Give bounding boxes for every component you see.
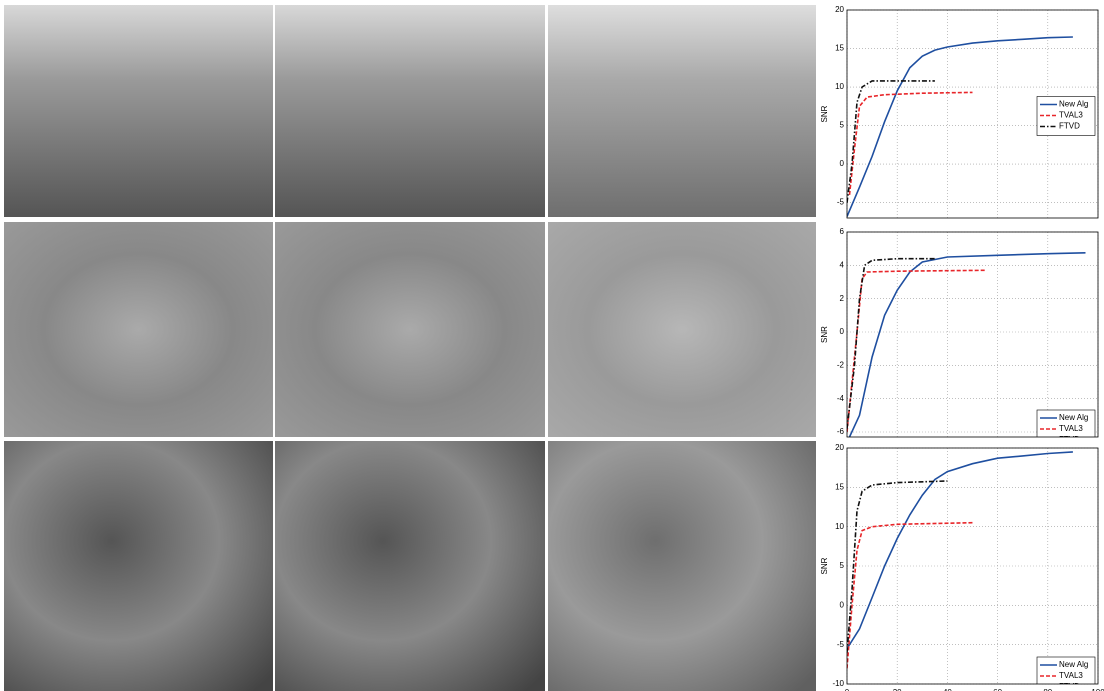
y-tick-label: 10: [835, 82, 844, 91]
series-line: [847, 481, 947, 653]
image: [4, 222, 273, 437]
plot-area: New Alg TVAL3 FTVD: [847, 37, 1095, 217]
image-grid: [4, 5, 816, 691]
y-tick-label: -2: [837, 360, 845, 369]
legend-label: New Alg: [1059, 100, 1088, 109]
legend-label: FTVD: [1059, 682, 1080, 691]
y-tick-label: -4: [837, 394, 845, 403]
figure: -5 0 5 10 15 20 SNR New Alg TVAL3 FTVD -6 -4 -2 0 2 4 6 S…: [0, 0, 1104, 691]
image: [275, 441, 545, 691]
series-line: [847, 270, 985, 432]
legend: New Alg TVAL3 FTVD: [1037, 410, 1095, 449]
y-tick-label: 5: [840, 561, 845, 570]
legend-label: FTVD: [1059, 122, 1080, 131]
y-tick-label: -5: [837, 198, 845, 207]
y-tick-label: -10: [832, 679, 844, 688]
image: [548, 441, 816, 691]
y-tick-label: 15: [835, 44, 844, 53]
y-axis-label: SNR: [820, 326, 829, 343]
image: [275, 222, 545, 437]
y-tick-label: 2: [840, 294, 845, 303]
series-line: [847, 452, 1073, 649]
legend-label: TVAL3: [1059, 424, 1083, 433]
y-tick-label: 0: [840, 600, 845, 609]
series-line: [847, 259, 935, 429]
image: [548, 5, 816, 217]
y-tick-label: 0: [840, 159, 845, 168]
image: [4, 441, 273, 691]
y-axis-label: SNR: [820, 105, 829, 122]
y-axis-label: SNR: [820, 557, 829, 574]
series-line: [847, 523, 973, 669]
image: [4, 5, 273, 217]
y-tick-label: 20: [835, 443, 844, 452]
y-tick-label: 10: [835, 522, 844, 531]
chart: -5 0 5 10 15 20 SNR New Alg TVAL3 FTVD: [820, 5, 1098, 218]
series-line: [850, 253, 1086, 437]
legend-label: New Alg: [1059, 660, 1088, 669]
y-tick-label: 5: [840, 121, 845, 130]
chart: -6 -4 -2 0 2 4 6 SNR New Alg TVAL3 FTVD: [820, 227, 1098, 449]
y-tick-label: 20: [835, 5, 844, 14]
page: -5 0 5 10 15 20 SNR New Alg TVAL3 FTVD -6 -4 -2 0 2 4 6 S…: [0, 0, 1104, 691]
y-tick-label: 0: [840, 327, 845, 336]
image: [275, 5, 545, 217]
legend-label: New Alg: [1059, 413, 1088, 422]
plot-frame: [847, 232, 1098, 437]
legend-label: FTVD: [1059, 435, 1080, 444]
chart: -10-505101520020406080100SNRNew AlgTVAL3…: [820, 443, 1104, 691]
plot-area: New Alg TVAL3 FTVD: [847, 452, 1095, 691]
y-tick-label: 6: [840, 227, 845, 236]
legend: New Alg TVAL3 FTVD: [1037, 657, 1095, 691]
y-tick-label: 15: [835, 482, 844, 491]
legend-label: TVAL3: [1059, 111, 1083, 120]
legend: New Alg TVAL3 FTVD: [1037, 97, 1095, 136]
y-tick-label: -6: [837, 427, 845, 436]
plot-area: New Alg TVAL3 FTVD: [847, 253, 1095, 449]
y-tick-label: 4: [840, 260, 845, 269]
image: [548, 222, 816, 437]
legend-label: TVAL3: [1059, 671, 1083, 680]
series-line: [850, 92, 973, 194]
y-tick-label: -5: [837, 640, 845, 649]
